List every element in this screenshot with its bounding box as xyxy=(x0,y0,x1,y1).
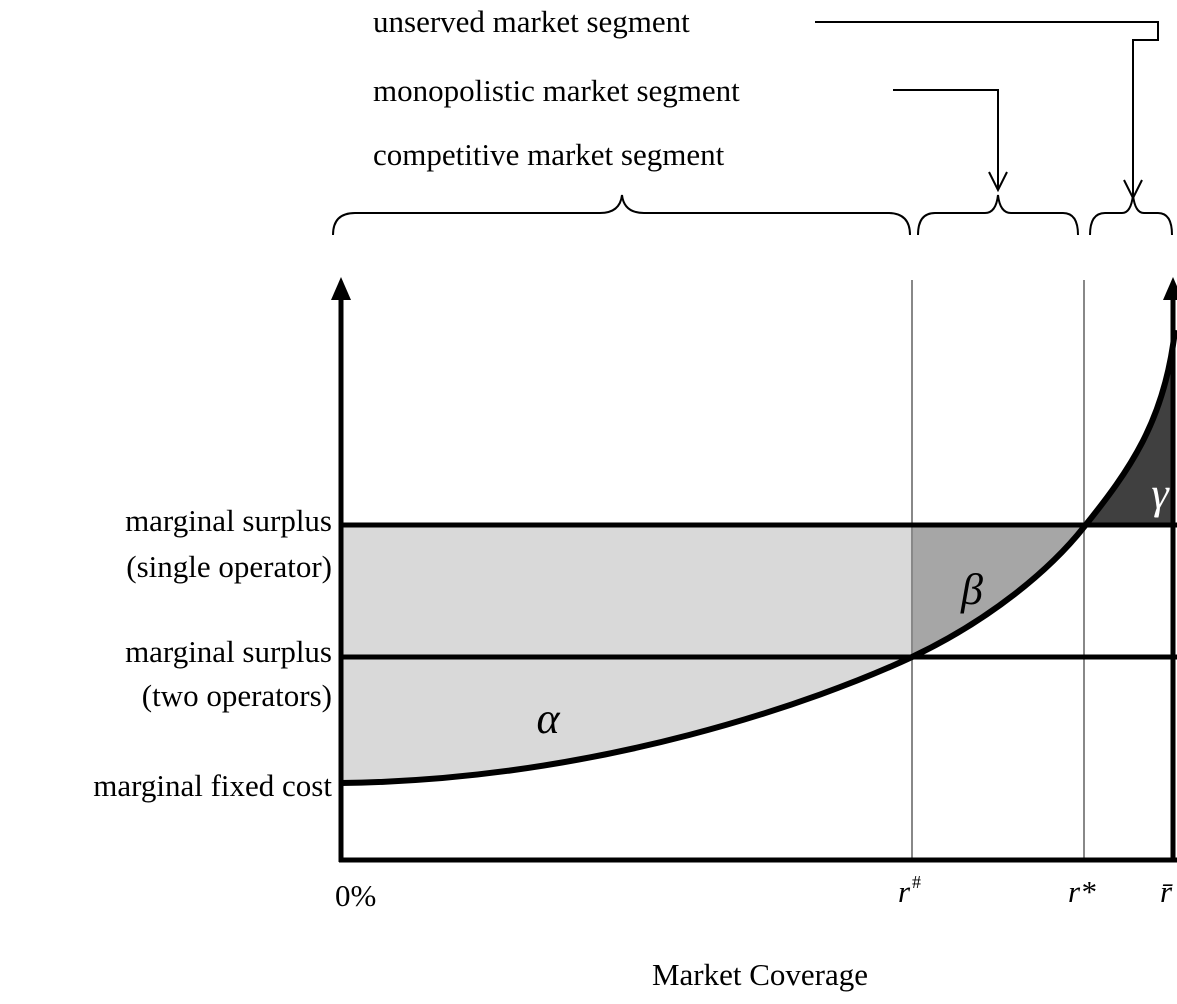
arrow-head xyxy=(988,171,1008,193)
arrows xyxy=(815,21,1159,201)
beta-region xyxy=(912,525,1084,657)
y-label: (two operators) xyxy=(142,678,332,713)
alpha-region xyxy=(341,525,912,783)
segment-label: monopolistic market segment xyxy=(373,73,740,108)
x-label: r̄ xyxy=(1160,874,1173,909)
y-label: marginal fixed cost xyxy=(93,768,332,803)
segment-label: competitive market segment xyxy=(373,137,725,172)
brace xyxy=(917,194,1079,236)
x-axis-title: Market Coverage xyxy=(652,957,868,992)
right-axis-arrow xyxy=(1163,277,1177,300)
y-label: (single operator) xyxy=(126,549,332,584)
gamma-region xyxy=(1084,350,1175,527)
region-label: β xyxy=(960,565,983,614)
arrow xyxy=(893,89,999,190)
y-label: marginal surplus xyxy=(125,634,332,669)
x-label: r* xyxy=(1068,874,1096,909)
segment-label: unserved market segment xyxy=(373,4,690,39)
region-label: γ xyxy=(1151,469,1170,518)
brace xyxy=(332,194,911,236)
braces xyxy=(332,194,1173,236)
arrow xyxy=(815,21,1159,198)
brace xyxy=(1089,194,1173,236)
x-label: 0% xyxy=(335,878,376,913)
arrow-head xyxy=(1123,179,1143,201)
region-label: α xyxy=(536,694,560,743)
y-axis-arrow xyxy=(331,277,351,300)
cost-curve xyxy=(340,329,1177,786)
y-label: marginal surplus xyxy=(125,503,332,538)
x-label-sup: # xyxy=(912,872,921,892)
x-label: r xyxy=(898,874,911,909)
